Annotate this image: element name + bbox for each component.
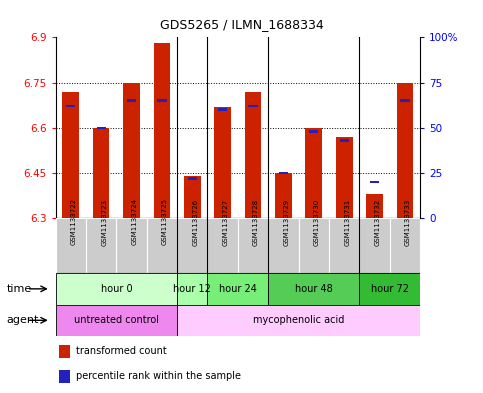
Bar [56, 218, 86, 273]
Text: GSM1133732: GSM1133732 [375, 198, 381, 246]
Text: agent: agent [6, 315, 39, 325]
Bar [184, 176, 200, 218]
Bar [127, 99, 136, 102]
Text: untreated control: untreated control [74, 315, 159, 325]
Bar [305, 128, 322, 218]
Text: GSM1133726: GSM1133726 [192, 198, 199, 246]
Bar [370, 181, 379, 183]
Bar [97, 127, 106, 129]
Text: GSM1133723: GSM1133723 [101, 198, 107, 246]
Text: GSM1133729: GSM1133729 [284, 198, 289, 246]
Text: transformed count: transformed count [76, 346, 166, 356]
Bar [268, 218, 298, 273]
Bar [56, 305, 177, 336]
Text: GSM1133728: GSM1133728 [253, 198, 259, 246]
Bar [208, 218, 238, 273]
Text: time: time [6, 284, 31, 294]
Bar [359, 218, 390, 273]
Bar [59, 345, 70, 358]
Bar [123, 83, 140, 218]
Bar [366, 194, 383, 218]
Bar [86, 218, 116, 273]
Bar [147, 218, 177, 273]
Text: percentile rank within the sample: percentile rank within the sample [76, 371, 241, 382]
Bar [275, 173, 292, 218]
Bar [268, 273, 359, 305]
Bar [66, 105, 75, 107]
Bar [208, 273, 268, 305]
Bar [154, 43, 170, 218]
Bar [238, 218, 268, 273]
Text: GDS5265 / ILMN_1688334: GDS5265 / ILMN_1688334 [159, 18, 324, 31]
Bar [400, 99, 410, 102]
Bar [59, 370, 70, 383]
Text: hour 48: hour 48 [295, 284, 333, 294]
Text: hour 72: hour 72 [371, 284, 409, 294]
Text: GSM1133724: GSM1133724 [131, 198, 138, 246]
Bar [177, 273, 208, 305]
Bar [397, 83, 413, 218]
Bar [248, 105, 257, 107]
Bar [218, 108, 227, 111]
Text: hour 0: hour 0 [100, 284, 132, 294]
Text: hour 12: hour 12 [173, 284, 211, 294]
Text: GSM1133733: GSM1133733 [405, 198, 411, 246]
Text: GSM1133730: GSM1133730 [314, 198, 320, 246]
Bar [298, 218, 329, 273]
Text: GSM1133725: GSM1133725 [162, 198, 168, 246]
Bar [336, 137, 353, 218]
Bar [93, 128, 110, 218]
Text: GSM1133722: GSM1133722 [71, 198, 77, 246]
Text: hour 24: hour 24 [219, 284, 257, 294]
Bar [340, 139, 349, 141]
Bar [359, 273, 420, 305]
Bar [177, 218, 208, 273]
Bar [329, 218, 359, 273]
Bar [62, 92, 79, 218]
Bar [309, 130, 318, 132]
Text: GSM1133731: GSM1133731 [344, 198, 350, 246]
Bar [279, 172, 288, 174]
Bar [214, 107, 231, 218]
Bar [177, 305, 420, 336]
Bar [245, 92, 261, 218]
Bar [188, 177, 197, 180]
Text: mycophenolic acid: mycophenolic acid [253, 315, 344, 325]
Bar [390, 218, 420, 273]
Bar [56, 273, 177, 305]
Bar [157, 99, 167, 102]
Text: GSM1133727: GSM1133727 [223, 198, 228, 246]
Bar [116, 218, 147, 273]
